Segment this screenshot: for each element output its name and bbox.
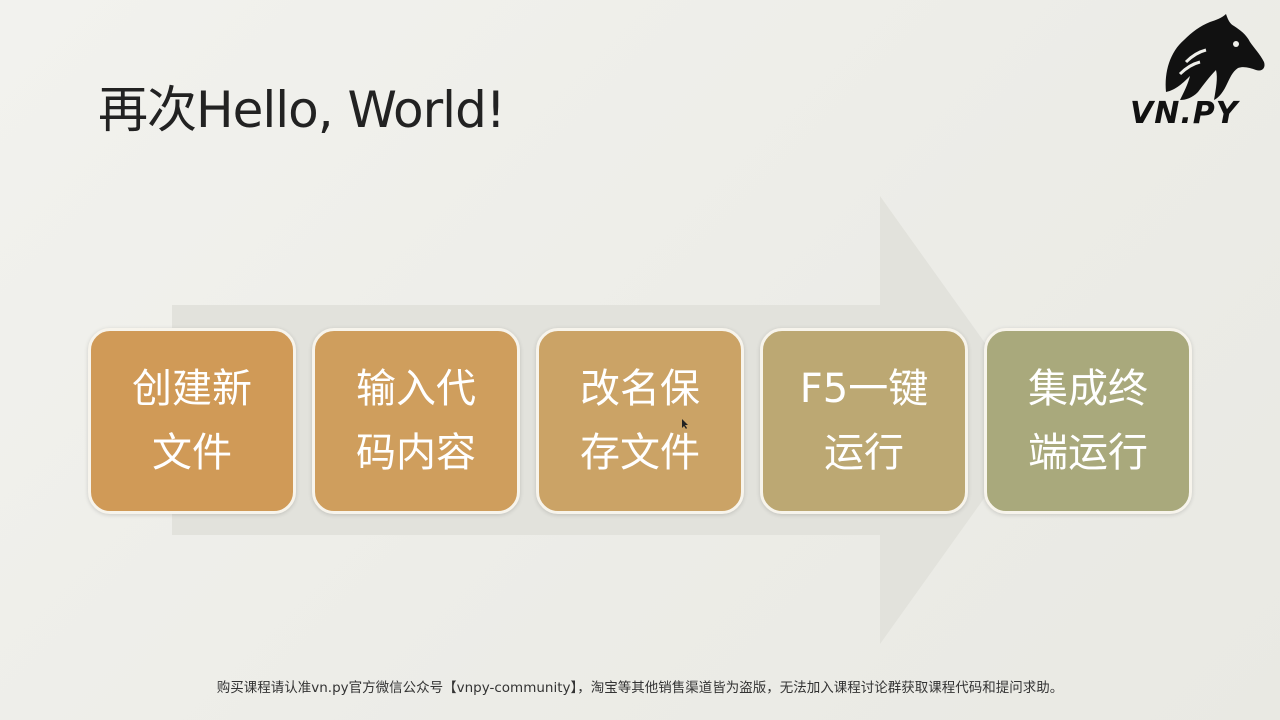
step-label: 输入代码内容 [356,366,476,476]
step-label: 创建新文件 [132,366,252,476]
step-save-file: 改名保存文件 [536,328,744,514]
step-label: 改名保存文件 [580,366,700,476]
step-create-file: 创建新文件 [88,328,296,514]
step-f5-run: F5一键运行 [760,328,968,514]
footer-notice: 购买课程请认准vn.py官方微信公众号【vnpy-community】，淘宝等其… [216,680,1064,696]
step-terminal-run: 集成终端运行 [984,328,1192,514]
page-title: 再次Hello, World! [98,81,506,139]
horse-head-icon [1165,14,1265,100]
step-input-code: 输入代码内容 [312,328,520,514]
step-label: 集成终端运行 [1028,366,1148,476]
logo-text: VN.PY [1130,96,1239,131]
mouse-cursor-icon [682,419,688,429]
step-label: F5一键运行 [799,366,929,476]
